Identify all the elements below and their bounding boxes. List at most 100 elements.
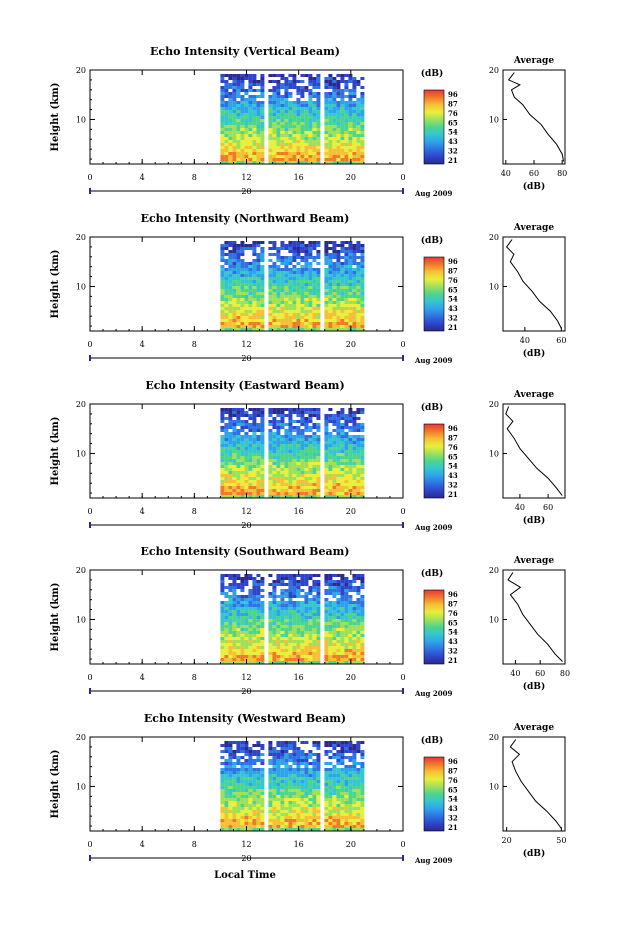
heatmap-cell [324,801,329,804]
heatmap-cell [252,89,257,92]
heatmap-cell [248,113,253,116]
heatmap-cell [336,477,341,480]
heatmap-cell [312,280,317,283]
heatmap-cell [236,786,241,789]
heatmap-cell [232,474,237,477]
heatmap-cell [324,580,329,583]
heatmap-cell [328,804,333,807]
heatmap-cell [332,489,337,492]
heatmap-cell [236,280,241,283]
heatmap-cell [260,265,265,268]
heatmap-cell [312,152,317,155]
heatmap-cell [288,86,293,89]
heatmap-cell [284,137,289,140]
heatmap-cell [332,747,337,750]
heatmap-cell [304,277,309,280]
heatmap-cell [328,155,333,158]
heatmap-cell [348,98,353,101]
heatmap-cell [348,89,353,92]
heatmap-cell [308,789,313,792]
heatmap-cell [240,580,245,583]
heatmap-cell [224,574,229,577]
heatmap-cell [252,426,257,429]
heatmap-cell [344,468,349,471]
heatmap-cell [288,107,293,110]
heatmap-cell [228,101,233,104]
heatmap-cell [244,292,249,295]
heatmap-cell [244,113,249,116]
heatmap-cell [224,277,229,280]
heatmap-cell [328,307,333,310]
heatmap-cell [268,441,273,444]
heatmap-cell [280,495,285,498]
heatmap-cell [268,643,273,646]
heatmap-cell [356,619,361,622]
heatmap-cell [256,750,261,753]
heatmap-cell [272,822,277,825]
heatmap-cell [228,274,233,277]
heatmap-cell [352,465,357,468]
heatmap-cell [360,453,365,456]
heatmap-cell [340,435,345,438]
heatmap-cell [252,492,257,495]
heatmap-cell [240,444,245,447]
heatmap-cell [344,747,349,750]
heatmap-cell [276,753,281,756]
heatmap-cell [248,753,253,756]
avg-x-tick-label: 40 [515,503,525,512]
heatmap-cell [348,631,353,634]
heatmap-cell [308,750,313,753]
heatmap-cell [232,119,237,122]
date-day-label: 20 [241,687,251,696]
heatmap-cell [280,583,285,586]
heatmap-cell [252,313,257,316]
heatmap-cell [312,149,317,152]
x-tick-label: 20 [346,673,356,682]
heatmap-cell [228,759,233,762]
heatmap-cell [324,646,329,649]
heatmap-cell [304,447,309,450]
heatmap-cell [248,277,253,280]
heatmap-cell [256,604,261,607]
heatmap-cell [292,435,297,438]
heatmap-cell [236,780,241,783]
heatmap-cell [232,101,237,104]
heatmap-cell [224,661,229,664]
heatmap-cell [316,447,321,450]
heatmap-cell [332,486,337,489]
heatmap-cell [308,101,313,104]
heatmap-cell [360,411,365,414]
heatmap-cell [360,426,365,429]
heatmap-cell [232,771,237,774]
heatmap-cell [288,771,293,774]
heatmap-cell [228,477,233,480]
heatmap-cell [220,456,225,459]
heatmap-cell [292,637,297,640]
heatmap-cell [224,241,229,244]
heatmap-cell [272,589,277,592]
heatmap-cell [300,92,305,95]
heatmap-cell [316,140,321,143]
heatmap-cell [248,607,253,610]
heatmap-cell [308,783,313,786]
heatmap-cell [276,789,281,792]
heatmap-cell [356,655,361,658]
heatmap-cell [244,134,249,137]
heatmap-cell [228,616,233,619]
heatmap-cell [256,601,261,604]
heatmap-cell [236,747,241,750]
heatmap-cell [308,417,313,420]
heatmap-cell [228,74,233,77]
heatmap-cell [316,92,321,95]
heatmap-cell [312,435,317,438]
heatmap-cell [296,98,301,101]
heatmap-cell [248,143,253,146]
heatmap-cell [304,489,309,492]
heatmap-cell [356,274,361,277]
heatmap-cell [276,616,281,619]
heatmap-cell [224,450,229,453]
heatmap-cell [288,792,293,795]
heatmap-cell [356,158,361,161]
y-axis-label: Height (km) [50,250,61,319]
heatmap-cell [288,486,293,489]
